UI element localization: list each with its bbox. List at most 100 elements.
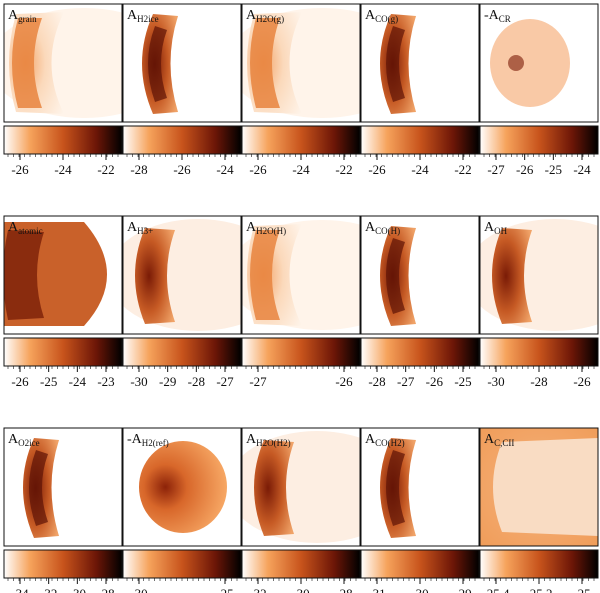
- colorbar-tick-label: -25: [545, 162, 562, 177]
- panel-label-main: A: [127, 220, 138, 235]
- panel-label-subscript: O2ice: [18, 438, 40, 448]
- panel-label-subscript: H2ice: [137, 14, 159, 24]
- panel-label-main: A: [8, 8, 19, 23]
- colorbar-tick-label: -26: [573, 374, 591, 389]
- colorbar: [360, 549, 480, 579]
- panel-11: AO2ice -34 -32 -30 -28: [3, 427, 123, 593]
- colorbar: [360, 125, 480, 155]
- panel-label-subscript: H3+: [137, 226, 153, 236]
- colorbar-tick-label: -24: [292, 162, 310, 177]
- colorbar-tick-label: -25: [216, 586, 233, 593]
- panel-label: AH2ice: [127, 8, 159, 24]
- panel-label-subscript: CO(H): [375, 226, 400, 236]
- panel-10: AOH -30 -28 -26: [479, 215, 599, 389]
- panel-label-main: A: [365, 8, 376, 23]
- panel-label: AO2ice: [8, 432, 40, 448]
- panel-label-subscript: CR: [499, 14, 511, 24]
- colorbar-tick-label: -22: [454, 162, 471, 177]
- colorbar: [241, 125, 361, 155]
- panel-label-subscript: H2O(g): [256, 14, 284, 24]
- panel-label-subscript: OH: [494, 226, 507, 236]
- colorbar: [360, 337, 480, 367]
- panel-14: ACO(H2) -31 -30 -29: [360, 427, 480, 593]
- colorbar: [241, 549, 361, 579]
- panel-label-main: A: [8, 220, 19, 235]
- panel-label-subscript: grain: [18, 14, 37, 24]
- colorbar-tick-label: -24: [54, 162, 72, 177]
- panel-label: ACO(H2): [365, 432, 405, 448]
- colorbar: [3, 337, 123, 367]
- colorbar: [479, 125, 599, 155]
- panel-2: AH2ice -28 -26 -24: [122, 3, 242, 177]
- panel-label-main: A: [246, 8, 257, 23]
- panel-9: ACO(H) -28 -27 -26 -25: [360, 215, 480, 389]
- colorbar: [479, 549, 599, 579]
- panel-label: -AH2(ref): [127, 432, 169, 448]
- panel-3: AH2O(g) -26 -24 -22: [241, 3, 361, 177]
- colorbar-tick-label: -26: [335, 374, 353, 389]
- colorbar-tick-label: -27: [216, 374, 234, 389]
- colorbar-tick-label: -26: [426, 374, 444, 389]
- panel-label-subscript: CO(H2): [375, 438, 405, 448]
- colorbar-tick-label: -34: [11, 586, 29, 593]
- panel-label-main: A: [365, 220, 376, 235]
- colorbar: [3, 549, 123, 579]
- colorbar-tick-label: -26: [173, 162, 191, 177]
- colorbar: [3, 125, 123, 155]
- panel-label: AH2O(H2): [246, 432, 291, 448]
- panel-label-subscript: H2O(H2): [256, 438, 291, 448]
- colorbar-tick-label: -26: [11, 374, 29, 389]
- panel-label: AH2O(g): [246, 8, 284, 24]
- colorbar-tick-label: -32: [40, 586, 57, 593]
- colorbar-tick-label: -28: [368, 374, 385, 389]
- colorbar-tick-label: -30: [487, 374, 504, 389]
- panel-label: Agrain: [8, 8, 37, 24]
- panel-label: AH3+: [127, 220, 153, 236]
- colorbar-tick-label: -29: [159, 374, 176, 389]
- colorbar-tick-label: -25: [573, 586, 590, 593]
- panel-8: AH2O(H) -27 -26: [241, 215, 361, 389]
- panel-7: AH3+ -30 -29 -28 -27: [122, 215, 242, 389]
- panel-label-main: A: [484, 220, 495, 235]
- panel-5: -ACR -27 -26 -25 -24: [479, 3, 599, 177]
- colorbar-tick-label: -22: [97, 162, 114, 177]
- panel-label: -ACR: [484, 8, 511, 24]
- colorbar-tick-label: -25.2: [525, 586, 552, 593]
- panel-label-main: A: [132, 432, 143, 447]
- colorbar-tick-label: -29: [454, 586, 471, 593]
- panel-label: AH2O(H): [246, 220, 286, 236]
- colorbar: [479, 337, 599, 367]
- panel-label: ACO(g): [365, 8, 398, 24]
- colorbar-tick-label: -22: [335, 162, 352, 177]
- colorbar-tick-label: -27: [487, 162, 505, 177]
- panel-label: ACO(H): [365, 220, 400, 236]
- colorbar-tick-label: -30: [411, 586, 428, 593]
- colorbar-tick-label: -28: [97, 586, 114, 593]
- panel-label-main: A: [365, 432, 376, 447]
- panel-label-subscript: atomic: [18, 226, 43, 236]
- panel-12: -AH2(ref) -30 -25: [122, 427, 242, 593]
- colorbar: [122, 337, 242, 367]
- colorbar-tick-label: -27: [249, 374, 267, 389]
- panel-label-prefix: -: [127, 432, 132, 447]
- panel-label-main: A: [8, 432, 19, 447]
- colorbar-tick-label: -26: [368, 162, 386, 177]
- colorbar-tick-label: -31: [368, 586, 385, 593]
- panel-label-subscript: CO(g): [375, 14, 398, 24]
- panel-label: AOH: [484, 220, 508, 236]
- panel-label-prefix: -: [484, 8, 489, 23]
- panel-label-subscript: H2O(H): [256, 226, 286, 236]
- panel-6: Aatomic -26 -25 -24 -23: [3, 215, 123, 389]
- panel-label-subscript: H2(ref): [142, 438, 169, 448]
- colorbar-tick-label: -30: [130, 374, 147, 389]
- panel-label-main: A: [489, 8, 500, 23]
- panel-1: Agrain -26 -24 -22: [3, 3, 123, 177]
- colorbar-tick-label: -25.4: [482, 586, 510, 593]
- panel-label-main: A: [127, 8, 138, 23]
- panel-label-subscript: C,CII: [494, 438, 514, 448]
- colorbar-tick-label: -32: [249, 586, 266, 593]
- colorbar: [122, 125, 242, 155]
- colorbar-tick-label: -28: [530, 374, 547, 389]
- colorbar-tick-label: -24: [573, 162, 591, 177]
